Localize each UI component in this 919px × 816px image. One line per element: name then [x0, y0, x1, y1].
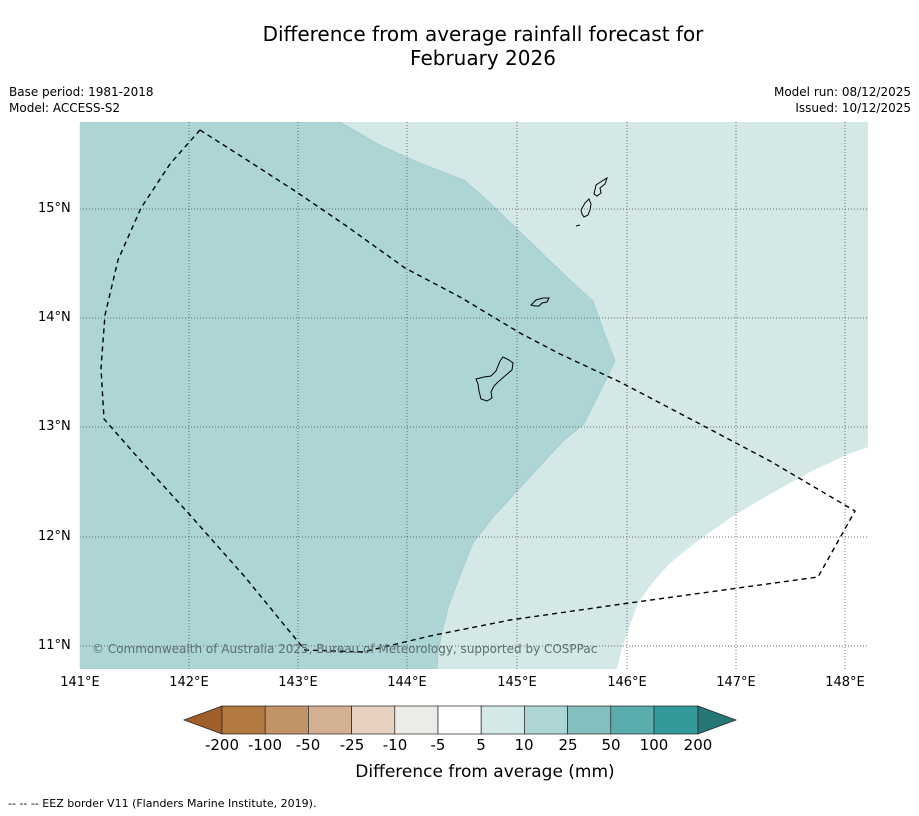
colorbar-swatch [567, 705, 612, 735]
chart-title: Difference from average rainfall forecas… [0, 22, 919, 70]
gridlines [80, 122, 868, 669]
colorbar-tick: 50 [601, 736, 621, 754]
colorbar-swatch [221, 705, 266, 735]
lat-label: 15°N [38, 201, 71, 216]
island-guam [475, 356, 514, 402]
issued-date: Issued: 10/12/2025 [795, 101, 911, 115]
eez-border [100, 129, 856, 653]
meta-right: Model run: 08/12/2025 Issued: 10/12/2025 [774, 84, 911, 116]
island-aguijan [575, 224, 581, 227]
lat-label: 12°N [38, 529, 71, 544]
colorbar-swatch [610, 705, 655, 735]
colorbar-swatch [524, 705, 568, 735]
colorbar-swatch [480, 705, 525, 735]
colorbar-high-arrow [697, 705, 738, 735]
island-tinian [580, 198, 592, 218]
colorbar-tick: -5 [430, 736, 446, 754]
lon-label: 144°E [387, 675, 427, 690]
lat-label: 13°N [38, 419, 71, 434]
colorbar-swatch [264, 705, 309, 735]
island-rota [530, 297, 550, 307]
colorbar-swatch [308, 705, 352, 735]
band-10-25-area [80, 122, 616, 669]
meta-left: Base period: 1981-2018 Model: ACCESS-S2 [9, 84, 154, 116]
colorbar-swatch [653, 705, 699, 735]
lat-label: 14°N [38, 310, 71, 325]
model-run: Model run: 08/12/2025 [773, 85, 911, 99]
title-line-2: February 2026 [410, 46, 556, 70]
colorbar-swatch [394, 705, 439, 735]
footnote-eez: -- -- -- EEZ border V11 (Flanders Marine… [8, 797, 317, 810]
colorbar-swatch [351, 705, 396, 735]
lon-label: 148°E [825, 675, 865, 690]
colorbar-tick: -100 [247, 736, 283, 754]
colorbar-low-arrow [182, 705, 223, 735]
colorbar-tick: 10 [514, 736, 534, 754]
colorbar-tick: 5 [476, 736, 486, 754]
lon-label: 142°E [169, 675, 209, 690]
lon-label: 141°E [60, 675, 100, 690]
colorbar-tick: -200 [204, 736, 240, 754]
lon-label: 145°E [497, 675, 537, 690]
colorbar-tick: 100 [639, 736, 669, 754]
title-line-1: Difference from average rainfall forecas… [262, 22, 704, 46]
colorbar-tick: -10 [382, 736, 408, 754]
island-saipan [593, 176, 608, 197]
colorbar-tick: 200 [683, 736, 713, 754]
colorbar-tick: -25 [339, 736, 365, 754]
model-name: Model: ACCESS-S2 [9, 101, 121, 115]
lon-label: 143°E [278, 675, 318, 690]
base-period: Base period: 1981-2018 [9, 85, 154, 99]
copyright-note: © Commonwealth of Australia 2025, Bureau… [92, 642, 598, 656]
colorbar-swatch [437, 705, 482, 735]
colorbar [182, 705, 738, 735]
lat-label: 11°N [38, 638, 71, 653]
colorbar-tick: -50 [295, 736, 321, 754]
colorbar-tick: 25 [558, 736, 578, 754]
lon-label: 146°E [607, 675, 647, 690]
colorbar-label: Difference from average (mm) [355, 762, 615, 782]
lon-label: 147°E [716, 675, 756, 690]
